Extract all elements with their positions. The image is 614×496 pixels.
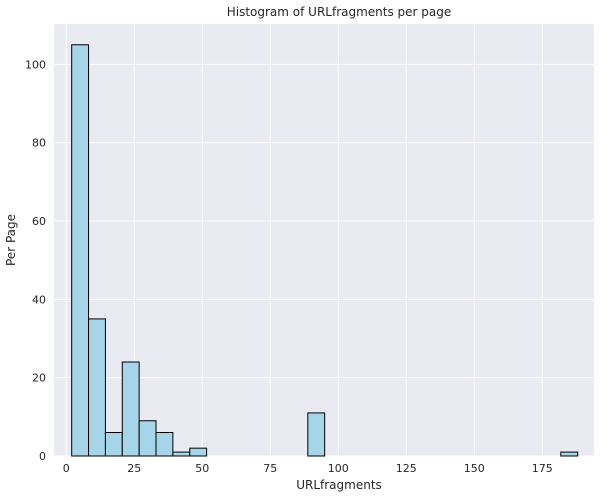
histogram-bar [307,412,326,457]
x-tick-label: 175 [532,462,553,475]
x-tick-label: 100 [328,462,349,475]
y-tick-label: 60 [32,215,46,228]
x-tick-label: 125 [396,462,417,475]
y-tick-label: 40 [32,293,46,306]
histogram-bars [71,44,579,457]
x-tick-label: 75 [263,462,277,475]
histogram-bar [88,318,106,457]
y-axis-label: Per Page [4,214,18,266]
histogram-bar [71,44,90,457]
y-tick-label: 20 [32,372,46,385]
histogram-bar [104,432,123,457]
histogram-bar [138,420,157,457]
histogram-bar [560,451,579,457]
x-tick-label: 150 [464,462,485,475]
histogram-bar [155,432,174,457]
chart-title: Histogram of URLfragments per page [227,5,452,19]
y-tick-label: 80 [32,137,46,150]
histogram-bar [121,361,140,457]
x-tick-label: 25 [127,462,141,475]
x-tick-label: 50 [195,462,209,475]
histogram-bar [189,447,208,457]
y-tick-label: 0 [39,450,46,463]
y-tick-label: 100 [25,58,46,71]
x-axis-label: URLfragments [296,478,382,492]
x-tick-label: 0 [63,462,70,475]
tick-labels: 0 25 50 75 100 125 150 175 0 20 40 60 80 100 [25,58,553,475]
histogram-bar [172,451,191,457]
plot-area [54,24,594,456]
